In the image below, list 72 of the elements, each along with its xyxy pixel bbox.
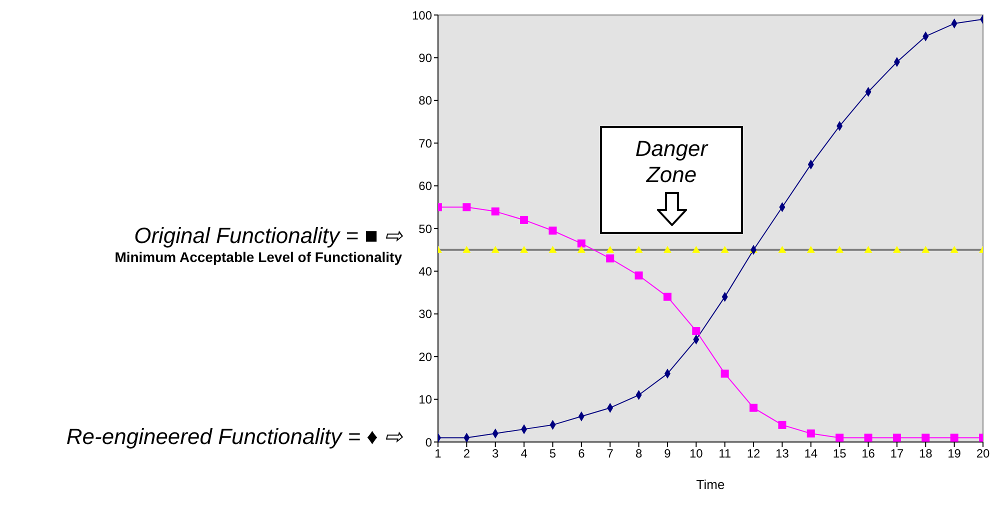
point xyxy=(663,246,672,253)
x-tick-label: 5 xyxy=(549,446,556,461)
text: Minimum Acceptable Level of Functionality xyxy=(114,249,402,265)
point xyxy=(892,246,901,253)
x-tick-label: 1 xyxy=(434,446,442,461)
x-tick-label: 10 xyxy=(689,446,704,461)
point xyxy=(663,292,672,301)
x-tick-label: 6 xyxy=(578,446,586,461)
point xyxy=(491,246,500,253)
point xyxy=(548,246,557,253)
x-tick-label: 17 xyxy=(890,446,904,461)
point xyxy=(950,246,958,253)
annotation: Danger Zone xyxy=(634,136,710,188)
point xyxy=(606,246,614,253)
y-tick-label: 100 xyxy=(412,8,432,22)
x-tick-label: 15 xyxy=(832,446,847,461)
point xyxy=(692,246,700,253)
point xyxy=(491,207,500,216)
point xyxy=(950,434,958,442)
point xyxy=(634,246,643,253)
point xyxy=(806,246,815,253)
y-tick-label: 60 xyxy=(418,179,432,194)
x-axis-title: Time xyxy=(696,477,725,492)
x-tick-label: 3 xyxy=(492,446,500,461)
y-tick-label: 70 xyxy=(418,136,432,150)
x-tick-label: 13 xyxy=(776,446,790,461)
point xyxy=(520,216,528,224)
point xyxy=(922,434,930,442)
point xyxy=(778,420,786,429)
point xyxy=(750,404,758,412)
point xyxy=(462,246,471,253)
point xyxy=(520,246,528,253)
y-tick-label: 90 xyxy=(418,50,432,65)
series-label: Re-engineered Functionality = ♦ ⇨ xyxy=(66,424,402,450)
y-tick-label: 80 xyxy=(418,94,432,108)
point xyxy=(922,246,930,253)
x-tick-label: 18 xyxy=(918,446,933,461)
point xyxy=(720,370,729,378)
point xyxy=(720,246,729,253)
point xyxy=(806,429,815,438)
point xyxy=(864,434,872,442)
x-tick-label: 9 xyxy=(664,446,672,461)
x-tick-label: 19 xyxy=(948,446,962,461)
y-tick-label: 30 xyxy=(418,307,432,322)
y-tick-label: 40 xyxy=(418,264,432,278)
point xyxy=(892,434,901,442)
point xyxy=(634,271,643,280)
x-tick-label: 16 xyxy=(862,446,876,461)
x-tick-label: 4 xyxy=(520,446,528,461)
y-tick-label: 10 xyxy=(418,392,432,407)
y-tick-label: 50 xyxy=(418,222,432,236)
point xyxy=(778,246,786,253)
point xyxy=(548,226,557,235)
y-tick-label: 20 xyxy=(418,350,432,364)
y-tick-label: 0 xyxy=(425,435,432,450)
callout-box: Danger Zone xyxy=(600,126,743,234)
point xyxy=(836,246,844,253)
x-tick-label: 20 xyxy=(976,446,990,461)
point xyxy=(577,246,586,253)
x-tick-label: 12 xyxy=(746,446,761,461)
point xyxy=(462,203,471,212)
x-tick-label: 8 xyxy=(635,446,642,461)
x-tick-label: 14 xyxy=(804,446,818,461)
point xyxy=(692,326,700,335)
x-tick-label: 11 xyxy=(718,446,732,461)
point xyxy=(836,434,844,442)
x-tick-label: 7 xyxy=(606,446,614,461)
point xyxy=(606,254,614,262)
x-tick-label: 2 xyxy=(463,446,470,461)
point xyxy=(864,246,872,253)
series-label: Original Functionality = ■ ⇨ xyxy=(134,223,402,248)
point xyxy=(577,239,586,248)
